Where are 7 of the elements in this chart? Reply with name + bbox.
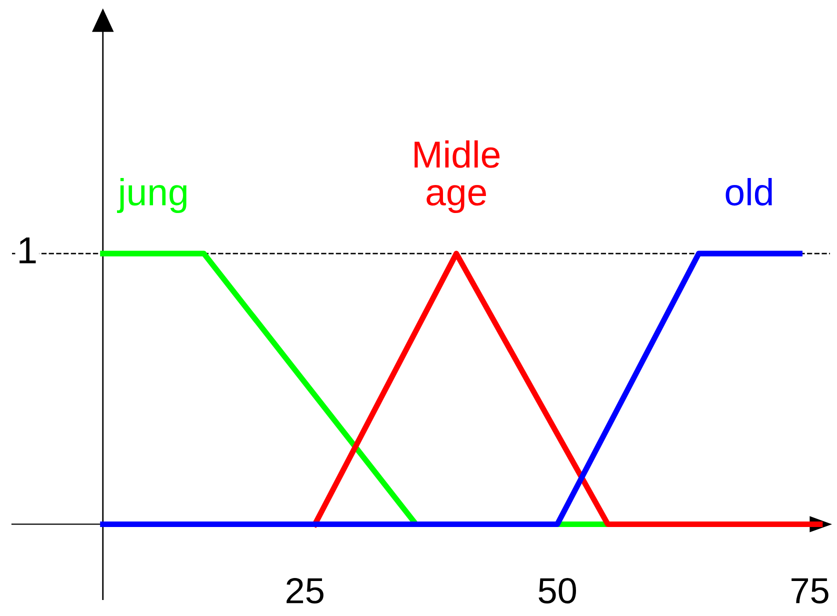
series-label: jung xyxy=(117,178,186,213)
x-tick-label: 50 xyxy=(538,578,576,604)
x-tick-label: 25 xyxy=(286,578,324,604)
x-tick-label: 75 xyxy=(792,578,828,604)
series-label: Midle age xyxy=(414,140,500,213)
annotation: 1 xyxy=(20,237,36,264)
series-label: old xyxy=(726,178,772,206)
